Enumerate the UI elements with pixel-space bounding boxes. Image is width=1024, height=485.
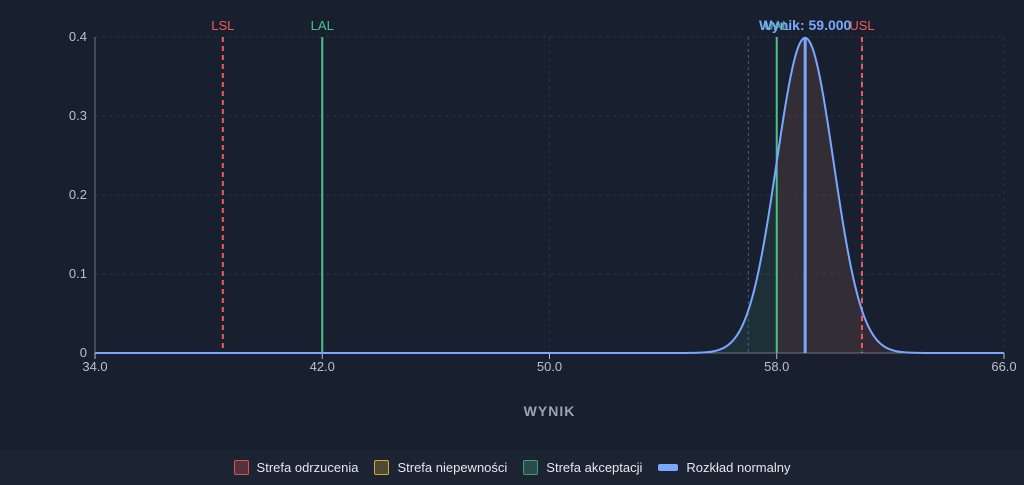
normal-curve [95,36,1004,354]
limit-label-lal: LAL [311,18,334,33]
chart-area: 0 0.1 0.2 0.3 0.4 34.0 42.0 50.0 58.0 66.0 WYNIK LS… [69,17,1017,419]
legend-item-normal[interactable]: Rozkład normalny [658,460,790,475]
legend-item-uncertain[interactable]: Strefa niepewności [374,460,507,475]
uncertain-zone-fill [776,37,862,353]
limit-label-lsl: LSL [211,18,234,33]
x-axis-title: WYNIK [524,403,576,419]
legend-label: Strefa niepewności [397,460,508,475]
accept-zone-fill [663,161,777,353]
x-tick-label: 50.0 [537,359,562,374]
normal-distribution-chart: 0 0.1 0.2 0.3 0.4 34.0 42.0 50.0 58.0 66.0 WYNIK LS… [69,17,1017,419]
x-tick-label: 66.0 [991,359,1016,374]
legend-label: Rozkład normalny [686,460,791,475]
x-tick-label: 58.0 [764,359,789,374]
y-tick-label: 0 [80,345,87,360]
x-tick-label: 42.0 [310,359,335,374]
limit-label-ual: UAL [764,18,789,33]
y-tick-label: 0.4 [69,29,87,44]
legend-swatch-accept [523,460,539,475]
result-label: Wynik: 59.000 [759,17,852,33]
y-tick-label: 0.3 [69,108,87,123]
legend-label: Strefa akceptacji [546,460,643,475]
legend-swatch-reject [233,460,249,475]
x-tick-label: 34.0 [82,359,107,374]
legend-item-accept[interactable]: Strefa akceptacji [523,460,642,475]
limit-label-usl: USL [849,18,874,33]
legend-item-reject[interactable]: Strefa odrzucenia [233,460,359,475]
reject-zone-fill [861,314,948,353]
y-tick-label: 0.1 [69,266,87,281]
legend-swatch-uncertain [374,460,390,475]
legend-label: Strefa odrzucenia [256,460,359,475]
legend-swatch-normal [658,464,679,471]
y-tick-label: 0.2 [69,187,87,202]
legend: Strefa odrzucenia Strefa niepewności Str… [0,450,1024,485]
